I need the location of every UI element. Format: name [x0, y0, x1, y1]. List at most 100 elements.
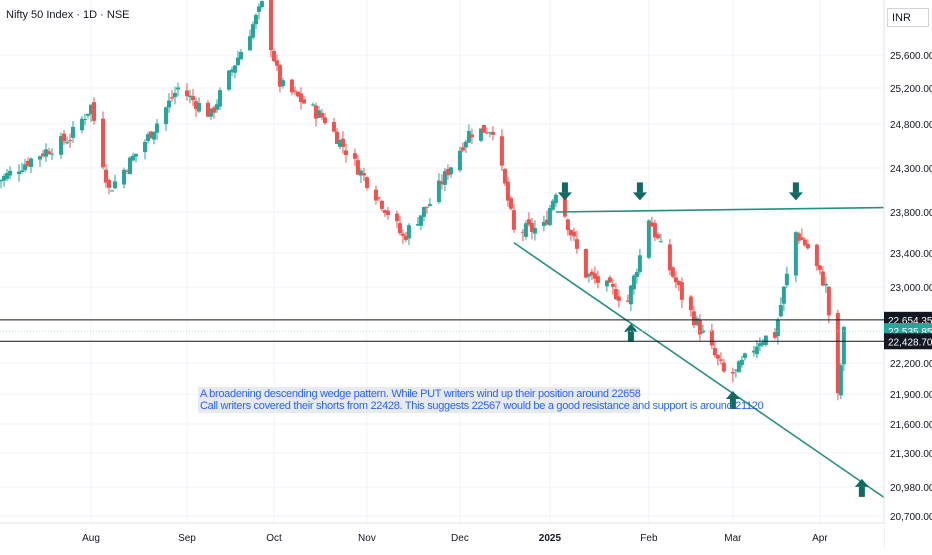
candle	[62, 134, 66, 142]
candle	[134, 154, 138, 157]
candle	[71, 127, 75, 138]
candle	[197, 103, 201, 112]
candle	[617, 296, 621, 300]
candle	[611, 284, 615, 287]
candle	[533, 228, 537, 234]
candle	[575, 239, 579, 249]
candle	[782, 287, 786, 304]
candle	[722, 363, 726, 372]
candle	[8, 171, 12, 176]
candle	[449, 167, 453, 174]
y-tick-label: 21,300.00	[890, 449, 932, 460]
candle	[554, 195, 558, 203]
price-axis[interactable]	[884, 0, 932, 550]
y-tick-label: 21,600.00	[890, 420, 932, 431]
candle	[509, 198, 513, 209]
candle	[101, 119, 105, 168]
candle	[377, 197, 381, 198]
candle	[824, 284, 828, 286]
chart-title: Nifty 50 Index · 1D · NSE	[6, 9, 130, 21]
candle	[548, 208, 552, 225]
candle	[482, 125, 486, 133]
candle	[743, 353, 747, 358]
candle	[656, 234, 660, 238]
up-arrow-marker	[855, 479, 869, 497]
candle	[596, 276, 600, 283]
candle	[290, 80, 294, 93]
candle	[50, 154, 54, 155]
candle	[218, 90, 222, 106]
candle	[269, 0, 273, 50]
y-tick-label: 20,980.00	[890, 483, 932, 494]
down-arrow-marker	[789, 182, 803, 200]
down-arrow-marker	[633, 182, 647, 200]
candle	[671, 267, 675, 276]
candle	[710, 330, 714, 345]
x-tick-label: Mar	[724, 533, 742, 544]
down-arrow-marker	[558, 182, 572, 200]
candle	[524, 223, 528, 237]
candle	[374, 190, 378, 201]
candle	[260, 1, 264, 7]
candle	[638, 255, 642, 272]
candle	[83, 119, 87, 120]
candle	[164, 107, 168, 124]
candle	[764, 336, 768, 345]
candle	[68, 140, 72, 141]
x-tick-label: Aug	[82, 533, 100, 544]
candle	[821, 272, 825, 286]
candle	[689, 297, 693, 311]
candle	[422, 207, 426, 217]
candle	[800, 237, 804, 240]
candle	[461, 147, 465, 150]
candle	[818, 265, 822, 270]
x-tick-label: Dec	[451, 533, 469, 544]
candle	[827, 287, 831, 316]
candle	[131, 156, 135, 161]
annotation-line-2: Call writers covered their shorts from 2…	[200, 400, 638, 412]
candle	[275, 60, 279, 65]
candle	[815, 245, 819, 266]
candle	[566, 219, 570, 230]
candle	[239, 52, 243, 59]
candle	[248, 36, 252, 50]
candle	[107, 180, 111, 188]
trendline	[556, 208, 884, 212]
candle	[341, 139, 345, 147]
candle	[233, 65, 237, 72]
candle	[632, 276, 636, 290]
candle	[608, 277, 612, 282]
candle	[716, 355, 720, 359]
x-tick-label: Sep	[178, 533, 196, 544]
candle	[92, 102, 96, 121]
candle	[395, 214, 399, 222]
candle	[38, 156, 42, 159]
y-tick-label: 24,800.00	[890, 120, 932, 131]
candle	[428, 204, 432, 206]
candle	[419, 215, 423, 225]
candle	[344, 150, 348, 155]
candle	[563, 198, 567, 217]
y-tick-label: 25,200.00	[890, 84, 932, 95]
candle	[152, 132, 156, 140]
candle	[776, 320, 780, 336]
y-tick-label: 22,200.00	[890, 359, 932, 370]
y-tick-label: 23,000.00	[890, 283, 932, 294]
candle	[839, 365, 843, 395]
candle	[254, 15, 258, 24]
candle	[740, 360, 744, 365]
annotation-note: A broadening descending wedge pattern. W…	[198, 387, 640, 413]
candle	[323, 117, 327, 123]
candle	[464, 142, 468, 148]
candle	[65, 142, 69, 143]
candle	[185, 90, 189, 96]
candle	[80, 119, 84, 131]
y-tick-label: 25,600.00	[890, 51, 932, 62]
currency-selector[interactable]: INR	[887, 8, 929, 27]
candle	[713, 348, 717, 355]
time-axis[interactable]	[0, 523, 884, 550]
candle	[731, 372, 735, 373]
annotation-line-1: A broadening descending wedge pattern. W…	[200, 388, 638, 400]
